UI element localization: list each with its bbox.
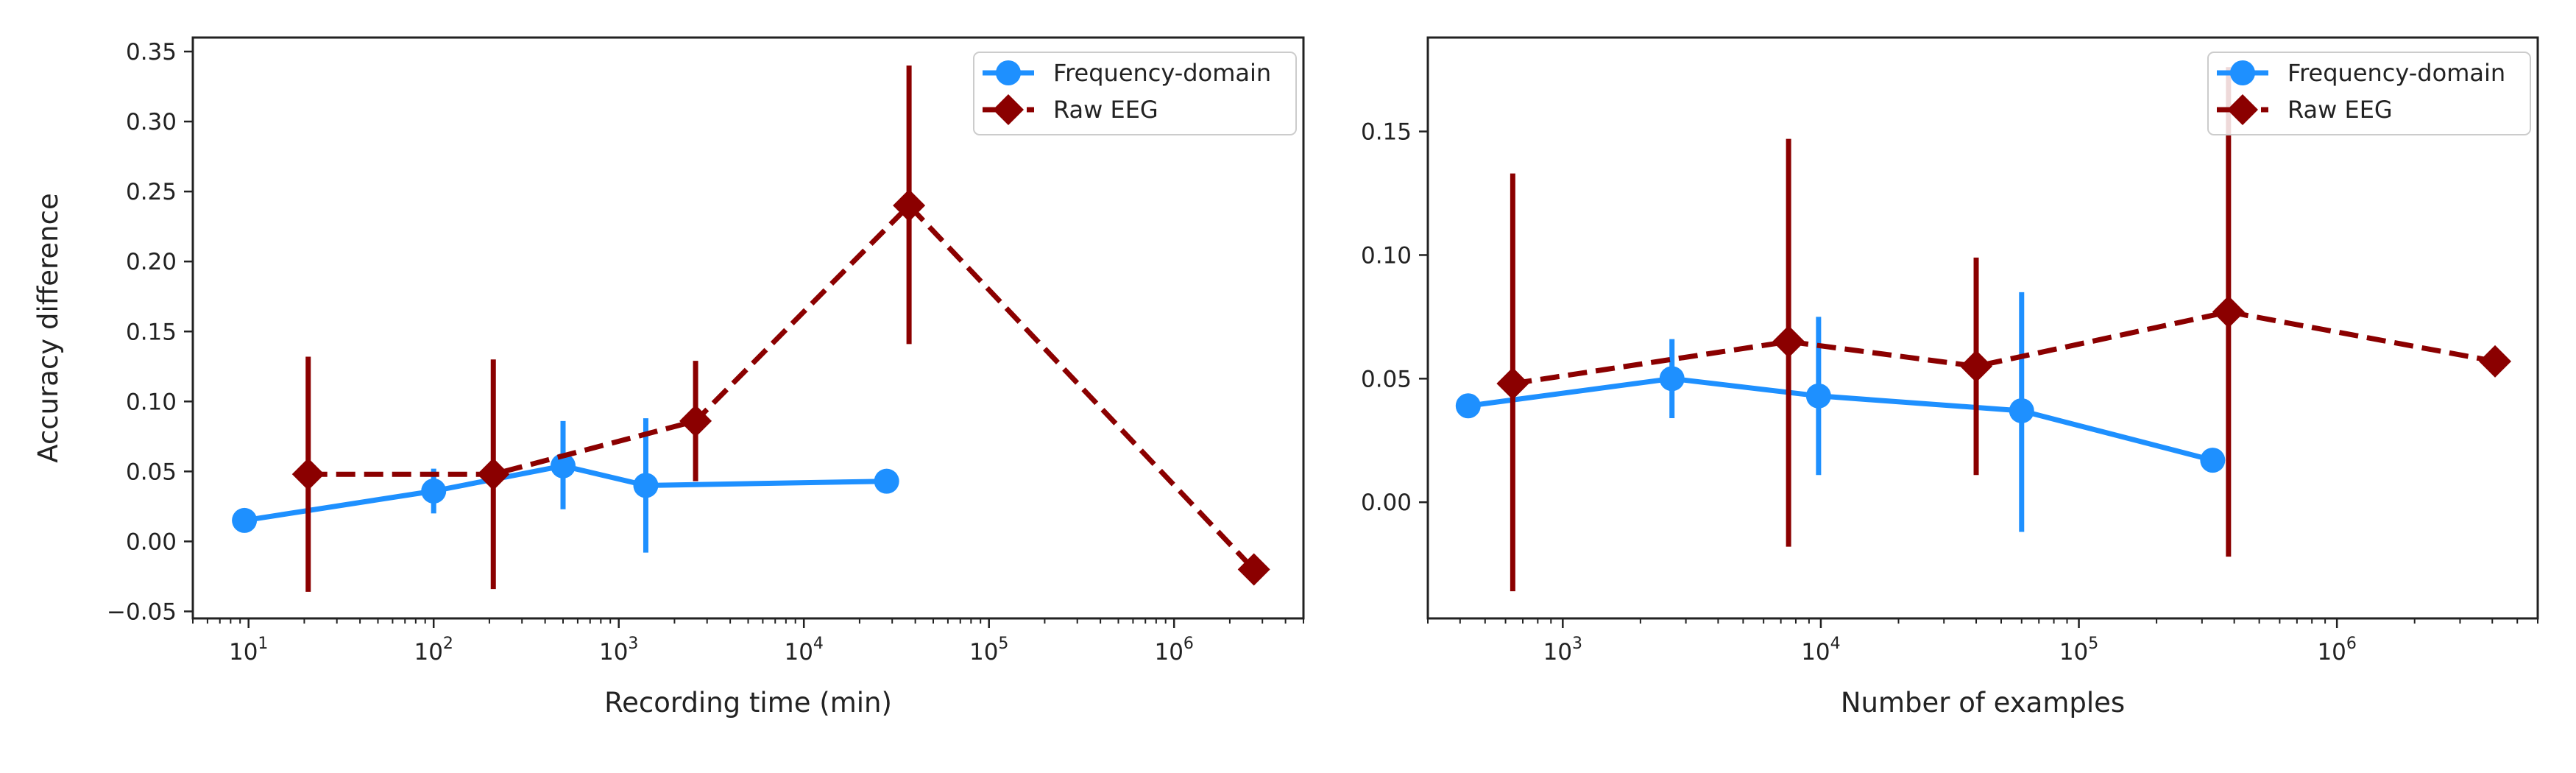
x-tick-exponent: 4 xyxy=(1830,635,1841,653)
data-point xyxy=(291,458,325,491)
y-tick-label: 0.05 xyxy=(126,459,177,485)
data-point xyxy=(1237,553,1270,586)
x-tick-base: 10 xyxy=(1543,639,1572,666)
data-point xyxy=(1659,366,1685,392)
data-point xyxy=(2200,448,2226,473)
x-tick-label: 103 xyxy=(599,635,638,666)
x-tick-exponent: 6 xyxy=(2346,635,2357,653)
x-tick-label: 104 xyxy=(1801,635,1840,666)
plot-area xyxy=(232,66,1270,592)
x-tick-exponent: 3 xyxy=(1572,635,1582,653)
x-tick-base: 10 xyxy=(599,639,628,666)
legend: Frequency-domain Raw EEG xyxy=(2207,52,2531,135)
data-point xyxy=(1496,367,1529,400)
y-axis-label: Accuracy difference xyxy=(32,193,64,462)
y-tick-label: 0.25 xyxy=(126,179,177,205)
legend-item: Frequency-domain xyxy=(2217,59,2505,87)
data-point xyxy=(477,458,510,491)
legend-label: Frequency-domain xyxy=(2287,59,2505,87)
series-raw-eeg xyxy=(1496,67,2512,592)
y-tick-label: 0.00 xyxy=(1361,490,1412,516)
x-tick-label: 106 xyxy=(2317,635,2356,666)
legend: Frequency-domain Raw EEG xyxy=(973,52,1297,135)
x-tick-base: 10 xyxy=(1801,639,1830,666)
data-point xyxy=(421,478,447,504)
data-point xyxy=(2212,295,2245,328)
data-point xyxy=(633,473,659,498)
x-tick-exponent: 6 xyxy=(1183,635,1194,653)
x-tick-exponent: 5 xyxy=(2088,635,2098,653)
x-tick-base: 10 xyxy=(2317,639,2346,666)
data-point xyxy=(874,468,899,494)
x-tick-label: 105 xyxy=(969,635,1008,666)
x-tick-label: 106 xyxy=(1154,635,1193,666)
x-axis-label: Number of examples xyxy=(1841,687,2125,719)
data-point xyxy=(551,453,576,479)
y-tick-label: 0.20 xyxy=(126,249,177,275)
x-tick-base: 10 xyxy=(2059,639,2088,666)
x-tick-exponent: 1 xyxy=(258,635,268,653)
x-tick-exponent: 4 xyxy=(813,635,824,653)
x-tick-exponent: 5 xyxy=(998,635,1008,653)
chart-panel-1: −0.050.000.050.100.150.200.250.300.35101… xyxy=(32,36,1305,719)
legend-label: Frequency-domain xyxy=(1053,59,1271,87)
legend-item: Frequency-domain xyxy=(983,59,1271,87)
y-tick-label: 0.10 xyxy=(126,389,177,415)
legend-frame xyxy=(2207,52,2531,135)
legend-item: Raw EEG xyxy=(2217,94,2393,125)
data-point xyxy=(2009,398,2034,423)
legend-label: Raw EEG xyxy=(2287,96,2393,124)
x-tick-base: 10 xyxy=(414,639,442,666)
data-point xyxy=(232,507,258,533)
legend-label: Raw EEG xyxy=(1053,96,1158,124)
x-tick-base: 10 xyxy=(229,639,258,666)
data-point xyxy=(2479,345,2512,378)
x-tick-exponent: 3 xyxy=(628,635,638,653)
x-tick-base: 10 xyxy=(1154,639,1183,666)
y-tick-label: 0.30 xyxy=(126,109,177,135)
series-line xyxy=(1512,309,2496,386)
series-line xyxy=(1468,375,2214,463)
series-frequency-domain xyxy=(1455,292,2226,532)
data-point xyxy=(1960,350,1993,383)
x-tick-base: 10 xyxy=(784,639,813,666)
x-tick-base: 10 xyxy=(969,639,998,666)
legend-item: Raw EEG xyxy=(983,94,1158,125)
y-tick-label: 0.15 xyxy=(126,319,177,345)
y-tick-label: 0.05 xyxy=(1361,366,1412,392)
data-point xyxy=(893,189,926,222)
x-tick-label: 103 xyxy=(1543,635,1582,666)
x-tick-exponent: 2 xyxy=(443,635,453,653)
y-tick-label: 0.00 xyxy=(126,529,177,555)
legend-marker xyxy=(996,60,1021,85)
y-tick-label: 0.10 xyxy=(1361,242,1412,269)
legend-marker xyxy=(2227,94,2258,125)
legend-marker xyxy=(993,94,1024,125)
data-point xyxy=(679,404,712,437)
axes-frame xyxy=(191,36,1305,620)
data-point xyxy=(1772,325,1805,358)
legend-frame xyxy=(973,52,1297,135)
axes-frame xyxy=(1426,36,2539,620)
data-point xyxy=(1455,393,1481,419)
y-tick-label: 0.15 xyxy=(1361,119,1412,146)
x-axis-label: Recording time (min) xyxy=(604,687,892,719)
series-line xyxy=(308,202,1256,571)
x-tick-label: 104 xyxy=(784,635,823,666)
series-raw-eeg xyxy=(291,66,1270,592)
plot-area xyxy=(1455,67,2512,592)
y-tick-label: −0.05 xyxy=(107,599,177,625)
series-frequency-domain xyxy=(232,418,899,553)
data-point xyxy=(1805,383,1831,409)
legend-marker xyxy=(2230,60,2255,85)
x-tick-label: 102 xyxy=(414,635,453,666)
y-tick-label: 0.35 xyxy=(126,39,177,66)
x-tick-label: 101 xyxy=(229,635,268,666)
x-tick-label: 105 xyxy=(2059,635,2098,666)
